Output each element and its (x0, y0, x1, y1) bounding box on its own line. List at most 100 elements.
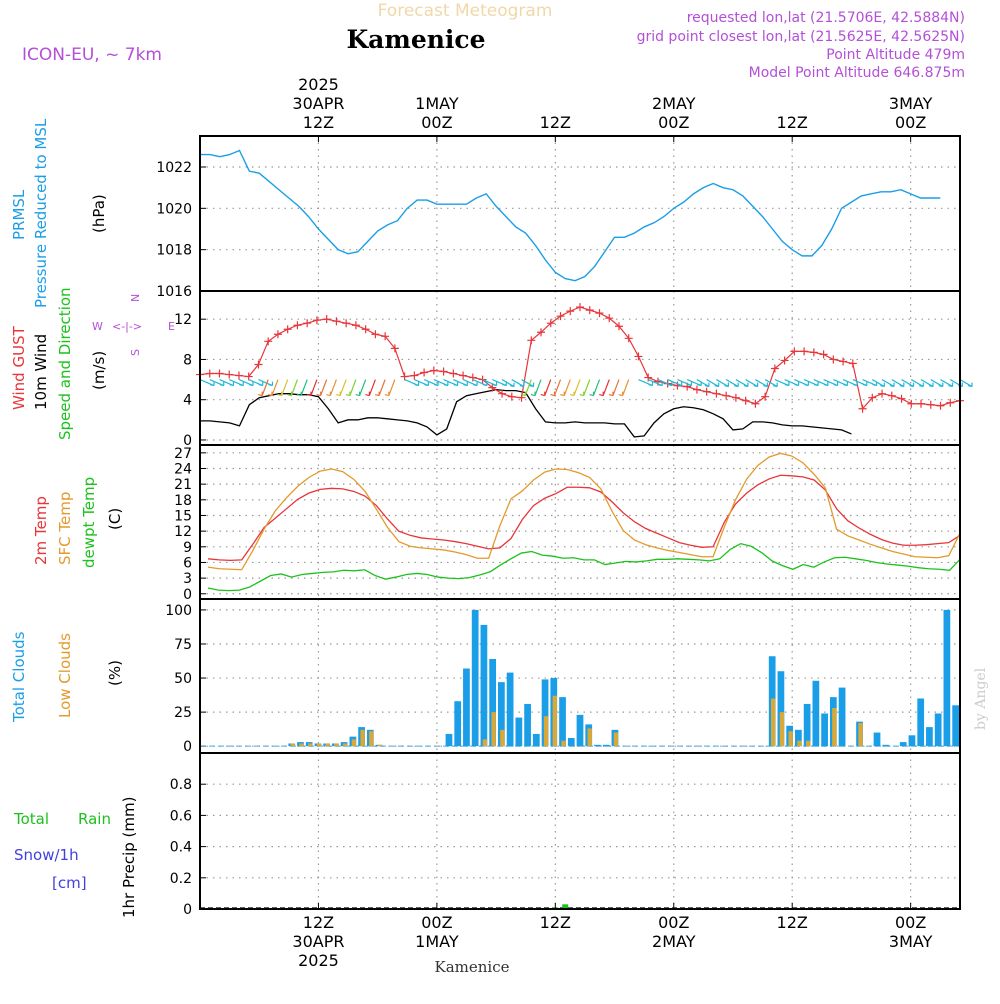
wind-arrow-head (784, 381, 790, 387)
gust-marker (780, 356, 789, 365)
y-tick-label: 0 (183, 433, 192, 449)
10m-wind-line (200, 388, 852, 438)
label-pressure-msl: Pressure Reduced to MSL (32, 118, 50, 308)
total-clouds-bar (917, 698, 925, 747)
time-label-top: 00Z (895, 113, 926, 132)
model-label: ICON-EU, ~ 7km (22, 45, 162, 65)
wind-arrow (544, 379, 552, 396)
total-clouds-bar (532, 733, 540, 747)
y-tick-label: 1016 (156, 284, 192, 300)
gust-marker (712, 389, 721, 398)
wind-arrow-head (560, 391, 565, 397)
credit: by Angel (973, 667, 989, 730)
y-tick-label: 0 (183, 739, 192, 755)
gust-marker (322, 315, 331, 324)
low-clouds-bar (797, 740, 802, 747)
gust-marker (819, 350, 828, 359)
wind-arrow (320, 379, 328, 396)
panel-border (199, 135, 961, 292)
gust-marker (478, 375, 487, 384)
wind-arrow (339, 379, 347, 396)
panel-0: 1016 1018 1020 1022 (156, 136, 960, 300)
wind-arrow (573, 379, 581, 396)
low-clouds-bar (482, 739, 488, 747)
panel-1: 0 4 8 12 (174, 291, 973, 449)
wind-arrow-head (424, 381, 429, 387)
label-hpa: (hPa) (90, 194, 108, 233)
wind-arrow-head (209, 381, 215, 387)
wind-arrow-head (521, 391, 526, 397)
y-tick-label: 15 (174, 508, 192, 524)
wind-arrow (959, 379, 973, 388)
gust-marker (273, 330, 282, 339)
wind-arrow (872, 379, 885, 388)
total-clouds-bar (454, 701, 462, 747)
total-clouds-bar (795, 729, 802, 747)
wind-arrow-head (599, 391, 604, 397)
time-label-bottom: 2MAY (652, 932, 696, 951)
wind-arrow (725, 379, 739, 388)
y-tick-label: 100 (165, 603, 192, 619)
gust-marker (751, 399, 760, 408)
wind-arrow (735, 379, 749, 388)
label-speed-direction: Speed and Direction (56, 287, 74, 440)
total-clouds-bar (594, 744, 601, 747)
wind-arrow-head (453, 381, 459, 387)
gust-marker (907, 399, 916, 408)
wind-arrow-head (540, 391, 546, 397)
wind-arrow-head (852, 381, 858, 387)
time-label-top: 12Z (540, 113, 571, 132)
time-label-bottom: 2025 (298, 951, 339, 970)
wind-arrow-head (509, 382, 515, 388)
total-clouds-bar (498, 682, 505, 747)
wind-arrow-head (687, 381, 693, 387)
gust-marker (614, 322, 623, 331)
gust-marker (527, 336, 536, 345)
low-clouds-bar (377, 744, 383, 747)
wind-arrow-head (579, 391, 585, 397)
label-rain: Rain (78, 810, 111, 828)
wind-arrow (524, 379, 532, 396)
total-clouds-bar (821, 713, 828, 747)
total-clouds-bar (803, 703, 811, 747)
wind-arrow (511, 379, 525, 388)
label-dewpt-temp: dewpt Temp (80, 477, 98, 568)
time-label-bottom: 12Z (777, 913, 808, 932)
gust-marker (887, 391, 896, 400)
rain-bar (562, 904, 569, 909)
wind-arrow (764, 379, 778, 388)
gust-marker (936, 401, 945, 410)
wind-arrow-head (316, 391, 322, 397)
total-clouds-bar (445, 733, 453, 747)
gust-marker (429, 366, 438, 375)
wind-arrow-head (336, 391, 341, 397)
time-label-top: 2025 (298, 75, 339, 94)
wind-arrow-head (804, 381, 809, 387)
gust-marker (741, 396, 750, 405)
y-tick-label: 50 (174, 671, 192, 687)
low-clouds-bar (805, 740, 811, 747)
wind-arrow (501, 379, 515, 388)
gust-marker (381, 332, 390, 341)
gust-marker (420, 368, 429, 377)
chart-subtitle: Forecast Meteogram (378, 1, 553, 21)
wind-arrow-head (794, 381, 800, 387)
wind-arrow-head (569, 391, 575, 397)
total-clouds-bar (480, 624, 488, 747)
wind-arrow (271, 379, 279, 396)
y-tick-label: 75 (174, 637, 192, 653)
wind-arrow-head (306, 391, 312, 397)
wind-arrow (290, 379, 298, 396)
y-tick-label: 3 (183, 571, 192, 587)
label-ms: (m/s) (90, 351, 108, 390)
total-clouds-bar (777, 671, 785, 747)
wind-arrow-head (519, 382, 525, 388)
wind-arrow (920, 379, 934, 388)
wind-arrow-head (267, 391, 273, 397)
wind-arrow-head (724, 382, 730, 388)
wind-arrow (592, 379, 601, 396)
low-clouds-bar (360, 729, 365, 747)
2m-temp-line (207, 474, 961, 562)
